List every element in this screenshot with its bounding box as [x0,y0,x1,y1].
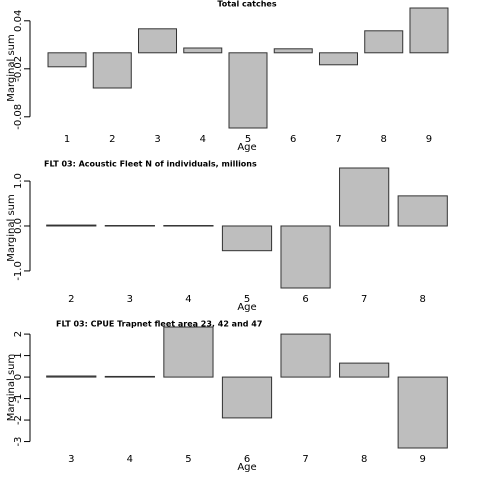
x-tick-label: 9 [420,454,426,465]
y-axis-label: Marginal sum [6,354,17,422]
bar [138,28,178,54]
y-tick-label: -0.02 [13,56,24,82]
bar [163,225,214,227]
x-tick-label: 3 [127,294,133,305]
bar [228,52,268,129]
y-tick-label: 0.0 [13,218,24,234]
x-tick-label: 5 [245,134,251,145]
y-axis-label: Marginal sum [6,34,17,102]
chart-title: FLT 03: CPUE Trapnet fleet area 23, 42 a… [56,320,262,329]
bar [280,333,331,378]
bar [221,376,273,419]
bar [104,225,155,227]
y-tick-label: 0 [13,374,24,380]
x-tick-label: 6 [244,454,250,465]
bar [364,30,404,54]
y-tick-label: 1.0 [13,173,24,189]
bar [104,375,155,378]
x-tick-label: 3 [68,454,74,465]
x-tick-label: 5 [185,454,191,465]
x-tick-label: 6 [290,134,296,145]
bar [92,52,132,89]
y-tick-label: 1 [13,352,24,358]
y-tick-label: -0.08 [13,104,24,130]
chart-title: Total catches [217,0,276,9]
bar [318,52,358,66]
chart-title: FLT 03: Acoustic Fleet N of individuals,… [44,160,257,169]
x-tick-label: 7 [361,294,367,305]
x-tick-label: 5 [244,294,250,305]
x-tick-label: 4 [200,134,206,145]
bar [339,362,390,378]
y-tick-label: -1 [13,394,24,404]
x-tick-label: 8 [361,454,367,465]
x-tick-label: 7 [335,134,341,145]
x-tick-label: 3 [154,134,160,145]
x-tick-label: 6 [302,294,308,305]
y-tick-label: 0.04 [13,10,24,32]
x-tick-label: 4 [127,454,133,465]
x-tick-label: 8 [420,294,426,305]
bar [46,224,97,227]
bar [221,225,273,252]
x-axis-label: Age [237,302,256,313]
bar [397,376,448,449]
y-tick-label: 2 [13,331,24,337]
x-tick-label: 4 [185,294,191,305]
y-tick-label: -2 [13,415,24,425]
bar [280,225,331,289]
x-tick-label: 1 [64,134,70,145]
y-tick-label: -1.0 [13,261,24,281]
x-tick-label: 8 [381,134,387,145]
x-axis-label: Age [237,462,256,473]
x-tick-label: 9 [426,134,432,145]
bar [409,7,449,54]
bar [273,48,313,54]
x-tick-label: 7 [302,454,308,465]
bar [163,326,214,378]
y-tick-label: -3 [13,437,24,447]
bar [397,195,448,227]
bar [47,52,87,68]
x-tick-label: 2 [68,294,74,305]
bar [183,47,223,54]
x-tick-label: 2 [109,134,115,145]
bar [46,375,97,378]
x-axis-label: Age [237,142,256,153]
bar [339,167,390,227]
y-axis-label: Marginal sum [6,194,17,262]
